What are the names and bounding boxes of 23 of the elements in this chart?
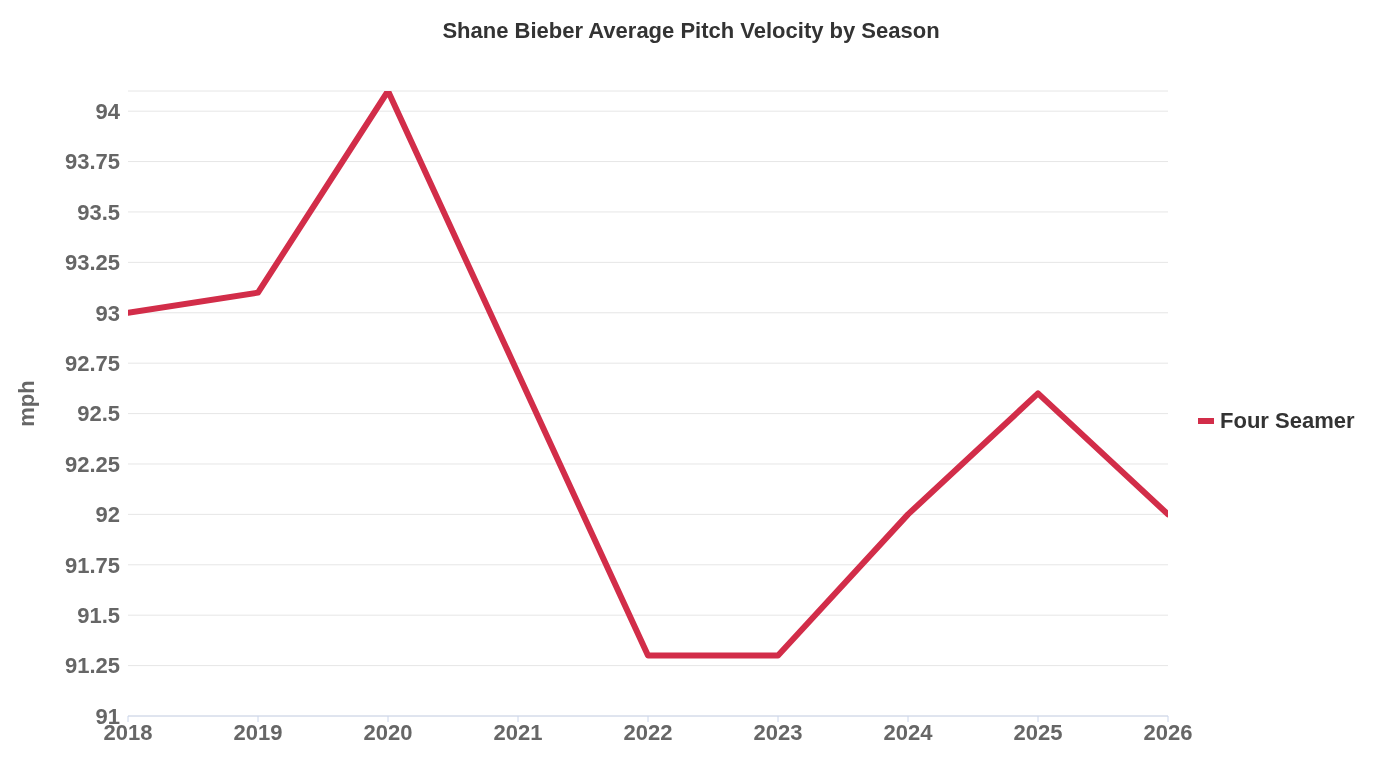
y-tick-label: 92.25 [64,451,120,477]
y-tick-label: 92 [95,502,120,528]
y-axis-title: mph [13,380,39,427]
y-tick-label: 93 [95,300,120,326]
chart-title: Shane Bieber Average Pitch Velocity by Season [441,17,941,45]
y-tick-label: 92.75 [64,350,120,376]
x-tick-label: 2022 [623,719,673,745]
y-tick-label: 93.25 [64,250,120,276]
x-tick-label: 2025 [1013,719,1063,745]
y-tick-label: 93.75 [64,149,120,175]
x-tick-label: 2020 [363,719,413,745]
legend-label: Four Seamer [1220,408,1355,434]
y-tick-label: 91.75 [64,552,120,578]
x-tick-label: 2021 [493,719,543,745]
y-tick-label: 91.5 [77,603,120,628]
y-tick-label: 92.5 [77,401,120,427]
x-tick-label: 2023 [753,719,803,745]
y-tick-label: 91.25 [64,653,120,679]
y-tick-label: 94 [95,98,121,124]
x-tick-label: 2019 [233,719,283,745]
x-tick-label: 2024 [883,719,934,745]
y-tick-label: 93.5 [77,199,120,225]
x-tick-label: 2026 [1143,719,1193,745]
